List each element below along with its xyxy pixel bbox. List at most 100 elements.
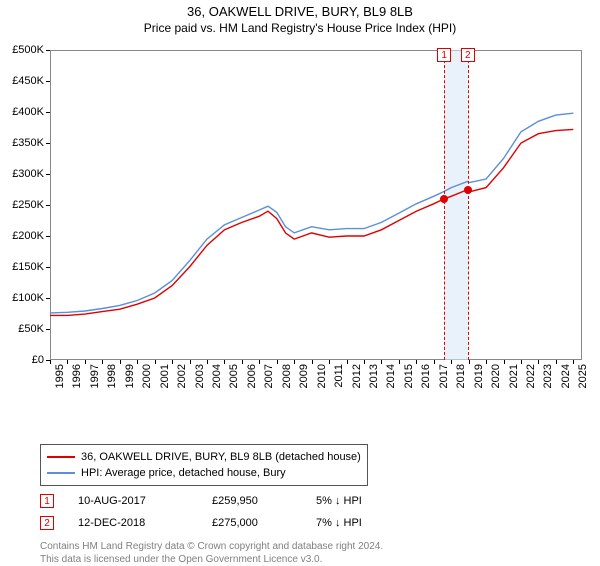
chart-container: £0 £50K £100K £150K £200K £250K £300K £350K £400… xyxy=(0,44,600,404)
x-axis-tick-mark xyxy=(120,360,121,364)
sale-marker-point xyxy=(464,186,472,194)
x-axis-tick-mark xyxy=(294,360,295,364)
sale-row: 2 12-DEC-2018 £275,000 7% ↓ HPI xyxy=(40,516,584,530)
y-axis-tick-label: £300K xyxy=(12,168,44,180)
x-axis-tick-label: 2003 xyxy=(194,364,206,388)
sale-marker-point xyxy=(440,195,448,203)
legend-label: HPI: Average price, detached house, Bury xyxy=(81,465,286,481)
sale-badge: 2 xyxy=(40,516,54,530)
x-axis-tick-mark xyxy=(190,360,191,364)
footer-line-1: Contains HM Land Registry data © Crown c… xyxy=(40,540,584,553)
x-axis-tick-label: 2024 xyxy=(560,364,572,388)
x-axis-tick-label: 2004 xyxy=(211,364,223,388)
y-axis-tick-label: £250K xyxy=(12,199,44,211)
chart-title: 36, OAKWELL DRIVE, BURY, BL9 8LB xyxy=(0,4,600,19)
sale-marker-badge: 2 xyxy=(461,48,475,62)
x-axis-tick-label: 2022 xyxy=(525,364,537,388)
y-axis-tick-label: £150K xyxy=(12,261,44,273)
x-axis-tick-mark xyxy=(416,360,417,364)
x-axis-tick-mark xyxy=(504,360,505,364)
sales-list: 1 10-AUG-2017 £259,950 5% ↓ HPI 2 12-DEC-2018… xyxy=(40,494,584,530)
sale-delta: 7% ↓ HPI xyxy=(316,517,362,529)
x-axis-tick-mark xyxy=(242,360,243,364)
sale-price: £275,000 xyxy=(212,517,292,529)
x-axis-tick-mark xyxy=(434,360,435,364)
x-axis-tick-label: 2018 xyxy=(455,364,467,388)
y-axis-tick-label: £200K xyxy=(12,230,44,242)
x-axis-tick-label: 2010 xyxy=(316,364,328,388)
x-axis-tick-mark xyxy=(538,360,539,364)
x-axis-tick-mark xyxy=(85,360,86,364)
x-axis-tick-label: 2000 xyxy=(141,364,153,388)
x-axis-tick-label: 2006 xyxy=(246,364,258,388)
x-axis-tick-mark xyxy=(207,360,208,364)
x-axis-tick-mark xyxy=(486,360,487,364)
series-line-hpi xyxy=(50,113,573,313)
sale-delta: 5% ↓ HPI xyxy=(316,495,362,507)
x-axis-tick-label: 2011 xyxy=(333,364,345,388)
x-axis-tick-mark xyxy=(312,360,313,364)
legend-row: 36, OAKWELL DRIVE, BURY, BL9 8LB (detach… xyxy=(47,449,361,465)
y-axis-tick-label: £350K xyxy=(12,137,44,149)
x-axis-tick-label: 2019 xyxy=(473,364,485,388)
legend-label: 36, OAKWELL DRIVE, BURY, BL9 8LB (detach… xyxy=(81,449,361,465)
sale-marker-line xyxy=(444,50,445,360)
x-axis-tick-label: 2008 xyxy=(281,364,293,388)
x-axis-tick-label: 2014 xyxy=(385,364,397,388)
x-axis-tick-label: 2012 xyxy=(351,364,363,388)
x-axis-tick-label: 2015 xyxy=(403,364,415,388)
x-axis-tick-mark xyxy=(521,360,522,364)
x-axis-tick-label: 2009 xyxy=(298,364,310,388)
x-axis-tick-mark xyxy=(364,360,365,364)
x-axis-tick-mark xyxy=(67,360,68,364)
legend-swatch xyxy=(47,472,75,474)
chart-subtitle: Price paid vs. HM Land Registry's House … xyxy=(0,21,600,35)
x-axis-tick-mark xyxy=(347,360,348,364)
sale-date: 12-DEC-2018 xyxy=(78,517,188,529)
x-axis-tick-mark xyxy=(224,360,225,364)
x-axis-tick-mark xyxy=(155,360,156,364)
y-axis-tick-label: £50K xyxy=(18,323,44,335)
series-line-property xyxy=(50,129,573,315)
sale-marker-badge: 1 xyxy=(437,48,451,62)
x-axis-tick-label: 2020 xyxy=(490,364,502,388)
x-axis-tick-mark xyxy=(573,360,574,364)
x-axis-tick-mark xyxy=(381,360,382,364)
x-axis-tick-label: 2025 xyxy=(577,364,589,388)
x-axis-tick-label: 2021 xyxy=(508,364,520,388)
x-axis-tick-mark xyxy=(329,360,330,364)
plot-area: £0£50K£100K£150K£200K£250K£300K£350K£400… xyxy=(50,50,582,360)
legend-row: HPI: Average price, detached house, Bury xyxy=(47,465,361,481)
x-axis-tick-mark xyxy=(399,360,400,364)
x-axis-tick-label: 2001 xyxy=(159,364,171,388)
series-svg xyxy=(50,50,582,360)
x-axis-tick-mark xyxy=(50,360,51,364)
x-axis-tick-label: 1997 xyxy=(89,364,101,388)
sale-marker-line xyxy=(468,50,469,360)
x-axis-tick-label: 2002 xyxy=(176,364,188,388)
x-axis-tick-label: 1998 xyxy=(106,364,118,388)
x-axis-tick-mark xyxy=(259,360,260,364)
x-axis-tick-mark xyxy=(102,360,103,364)
x-axis-tick-mark xyxy=(469,360,470,364)
x-axis-tick-label: 2023 xyxy=(542,364,554,388)
y-axis-tick-label: £450K xyxy=(12,75,44,87)
x-axis-tick-label: 2005 xyxy=(228,364,240,388)
y-axis-tick-label: £100K xyxy=(12,292,44,304)
y-axis-tick-label: £500K xyxy=(12,44,44,56)
x-axis-tick-label: 1999 xyxy=(124,364,136,388)
legend: 36, OAKWELL DRIVE, BURY, BL9 8LB (detach… xyxy=(40,444,368,486)
x-axis-tick-mark xyxy=(277,360,278,364)
y-axis-tick-label: £400K xyxy=(12,106,44,118)
sale-badge: 1 xyxy=(40,494,54,508)
sale-price: £259,950 xyxy=(212,495,292,507)
x-axis-tick-mark xyxy=(137,360,138,364)
y-axis-tick-label: £0 xyxy=(32,354,44,366)
attribution-footer: Contains HM Land Registry data © Crown c… xyxy=(40,540,584,566)
x-axis-tick-label: 2013 xyxy=(368,364,380,388)
legend-swatch xyxy=(47,456,75,458)
x-axis-tick-mark xyxy=(451,360,452,364)
x-axis-tick-label: 2007 xyxy=(263,364,275,388)
sale-date: 10-AUG-2017 xyxy=(78,495,188,507)
x-axis-tick-label: 2016 xyxy=(420,364,432,388)
